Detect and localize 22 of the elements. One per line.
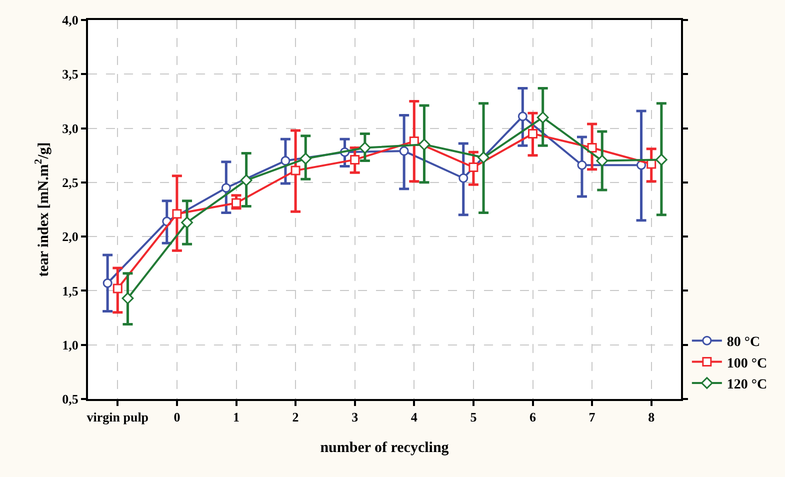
x-tick-label: 6 (530, 410, 536, 425)
y-tick-label: 2,0 (62, 229, 78, 244)
legend-label: 120 °C (726, 377, 768, 392)
y-tick-label: 1,0 (62, 337, 78, 352)
x-tick-label: 3 (352, 410, 359, 425)
x-tick-label: 7 (588, 410, 596, 425)
x-axis-title: number of recycling (320, 440, 450, 456)
x-tick-label: 5 (470, 410, 478, 425)
legend-label: 100 °C (726, 356, 768, 372)
y-tick-label: 0,5 (62, 392, 79, 407)
y-tick-label: 3,0 (62, 120, 78, 136)
x-tick-label: 2 (292, 410, 299, 425)
x-tick-label: 0 (174, 410, 180, 425)
y-tick-label: 1,5 (62, 283, 79, 298)
x-tick-label: 8 (648, 410, 656, 425)
y-tick-label: 2,5 (62, 174, 79, 190)
x-tick-label: virgin pulp (86, 410, 149, 425)
y-tick-label: 4,0 (62, 12, 78, 28)
legend-label: 80 °C (726, 335, 760, 350)
y-tick-label: 3,5 (62, 66, 79, 82)
x-tick-label: 1 (233, 410, 240, 425)
x-tick-label: 4 (410, 410, 418, 425)
